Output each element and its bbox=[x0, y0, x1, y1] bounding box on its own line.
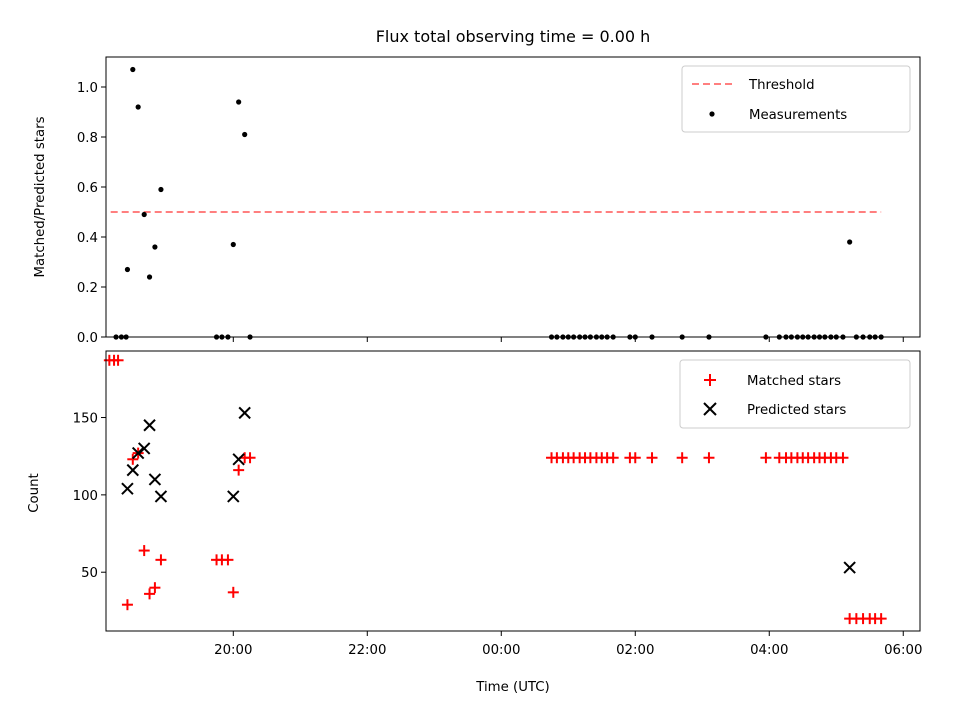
bottom-y-tick-label: 100 bbox=[73, 489, 98, 504]
bottom-axes-frame bbox=[105, 350, 921, 632]
top-y-tick-label: 0.8 bbox=[77, 131, 98, 146]
predicted-star-point bbox=[843, 561, 856, 574]
legend-matched-swatch bbox=[704, 374, 716, 386]
matched-star-point bbox=[233, 464, 245, 476]
legend-predicted-label: Predicted stars bbox=[747, 403, 846, 418]
matched-star-point bbox=[149, 582, 161, 594]
matched-star-point bbox=[222, 554, 234, 566]
top-y-tick-label: 0.0 bbox=[77, 331, 98, 346]
x-tick-label: 06:00 bbox=[884, 643, 922, 658]
measurement-point bbox=[152, 244, 158, 250]
legend-matched-label: Matched stars bbox=[747, 374, 841, 389]
top-y-tick-label: 0.6 bbox=[77, 181, 98, 196]
predicted-star-point bbox=[143, 419, 156, 432]
bottom-y-tick-label: 150 bbox=[73, 412, 98, 427]
bottom-legend: Matched stars Predicted stars bbox=[679, 359, 911, 429]
x-tick-label: 04:00 bbox=[750, 643, 788, 658]
measurement-point bbox=[130, 66, 136, 73]
predicted-star-point bbox=[148, 473, 162, 486]
x-tick-label: 20:00 bbox=[214, 643, 252, 658]
top-legend: Threshold Measurements bbox=[681, 65, 911, 133]
top-x-ticks bbox=[232, 337, 904, 342]
matched-star-point bbox=[227, 586, 239, 598]
chart-title: Flux total observing time = 0.00 h bbox=[376, 27, 651, 46]
legend-threshold-label: Threshold bbox=[748, 78, 815, 93]
top-axes-frame bbox=[105, 56, 921, 338]
measurement-point bbox=[236, 99, 242, 105]
bottom-y-ticks: 50 100 150 bbox=[73, 412, 106, 581]
top-y-ticks: 0.0 0.2 0.4 0.6 0.8 1.0 bbox=[77, 81, 106, 346]
predicted-star-point bbox=[137, 442, 151, 455]
matched-star-point bbox=[607, 452, 619, 464]
measurement-point bbox=[124, 266, 131, 273]
matched-star-point bbox=[121, 599, 133, 611]
predicted-star-point bbox=[126, 463, 140, 477]
predicted-star-point bbox=[232, 453, 245, 466]
x-tick-label: 22:00 bbox=[348, 643, 386, 658]
bottom-y-axis-label: Count bbox=[27, 473, 42, 513]
matched-star-point bbox=[676, 452, 688, 464]
measurement-point bbox=[230, 241, 236, 248]
top-y-tick-label: 0.2 bbox=[77, 281, 98, 296]
x-tick-label: 00:00 bbox=[482, 643, 520, 658]
x-axis-label: Time (UTC) bbox=[475, 680, 550, 695]
legend-measurements-swatch bbox=[709, 111, 715, 117]
bottom-x-ticks: 20:00 22:00 00:00 02:00 04:00 06:00 bbox=[214, 631, 922, 658]
matched-star-point bbox=[703, 452, 715, 464]
matched-star-point bbox=[155, 554, 167, 566]
top-legend-box bbox=[681, 65, 911, 133]
matched-star-point bbox=[837, 452, 849, 464]
top-y-axis-label: Matched/Predicted stars bbox=[33, 116, 48, 277]
measurement-point bbox=[146, 274, 153, 280]
matched-star-point bbox=[138, 545, 150, 557]
predicted-star-point bbox=[227, 490, 240, 503]
measurement-point bbox=[135, 104, 141, 110]
top-panel: 0.0 0.2 0.4 0.6 0.8 1.0 Threshold Measurement… bbox=[77, 56, 921, 346]
measurement-point bbox=[158, 186, 164, 193]
top-y-tick-label: 0.4 bbox=[77, 231, 98, 246]
matched-star-point bbox=[875, 613, 887, 625]
predicted-star-point bbox=[154, 490, 168, 503]
matched-star-point bbox=[646, 452, 658, 464]
matched-star-point bbox=[244, 452, 256, 464]
predicted-star-point bbox=[121, 482, 134, 495]
matched-star-point bbox=[760, 452, 772, 464]
x-tick-label: 02:00 bbox=[616, 643, 654, 658]
legend-predicted-swatch bbox=[703, 402, 717, 416]
matched-star-point bbox=[144, 588, 156, 600]
measurement-point bbox=[141, 211, 147, 218]
measurement-point bbox=[242, 131, 248, 138]
predicted-star-point bbox=[238, 406, 251, 420]
top-y-tick-label: 1.0 bbox=[77, 81, 98, 96]
bottom-marks bbox=[103, 354, 887, 625]
matched-star-point bbox=[629, 452, 641, 464]
bottom-legend-box bbox=[679, 359, 911, 429]
bottom-y-tick-label: 50 bbox=[81, 566, 98, 581]
matched-star-point bbox=[127, 453, 139, 465]
measurement-point bbox=[847, 239, 853, 245]
matched-star-point bbox=[112, 354, 124, 366]
legend-measurements-label: Measurements bbox=[749, 108, 847, 123]
